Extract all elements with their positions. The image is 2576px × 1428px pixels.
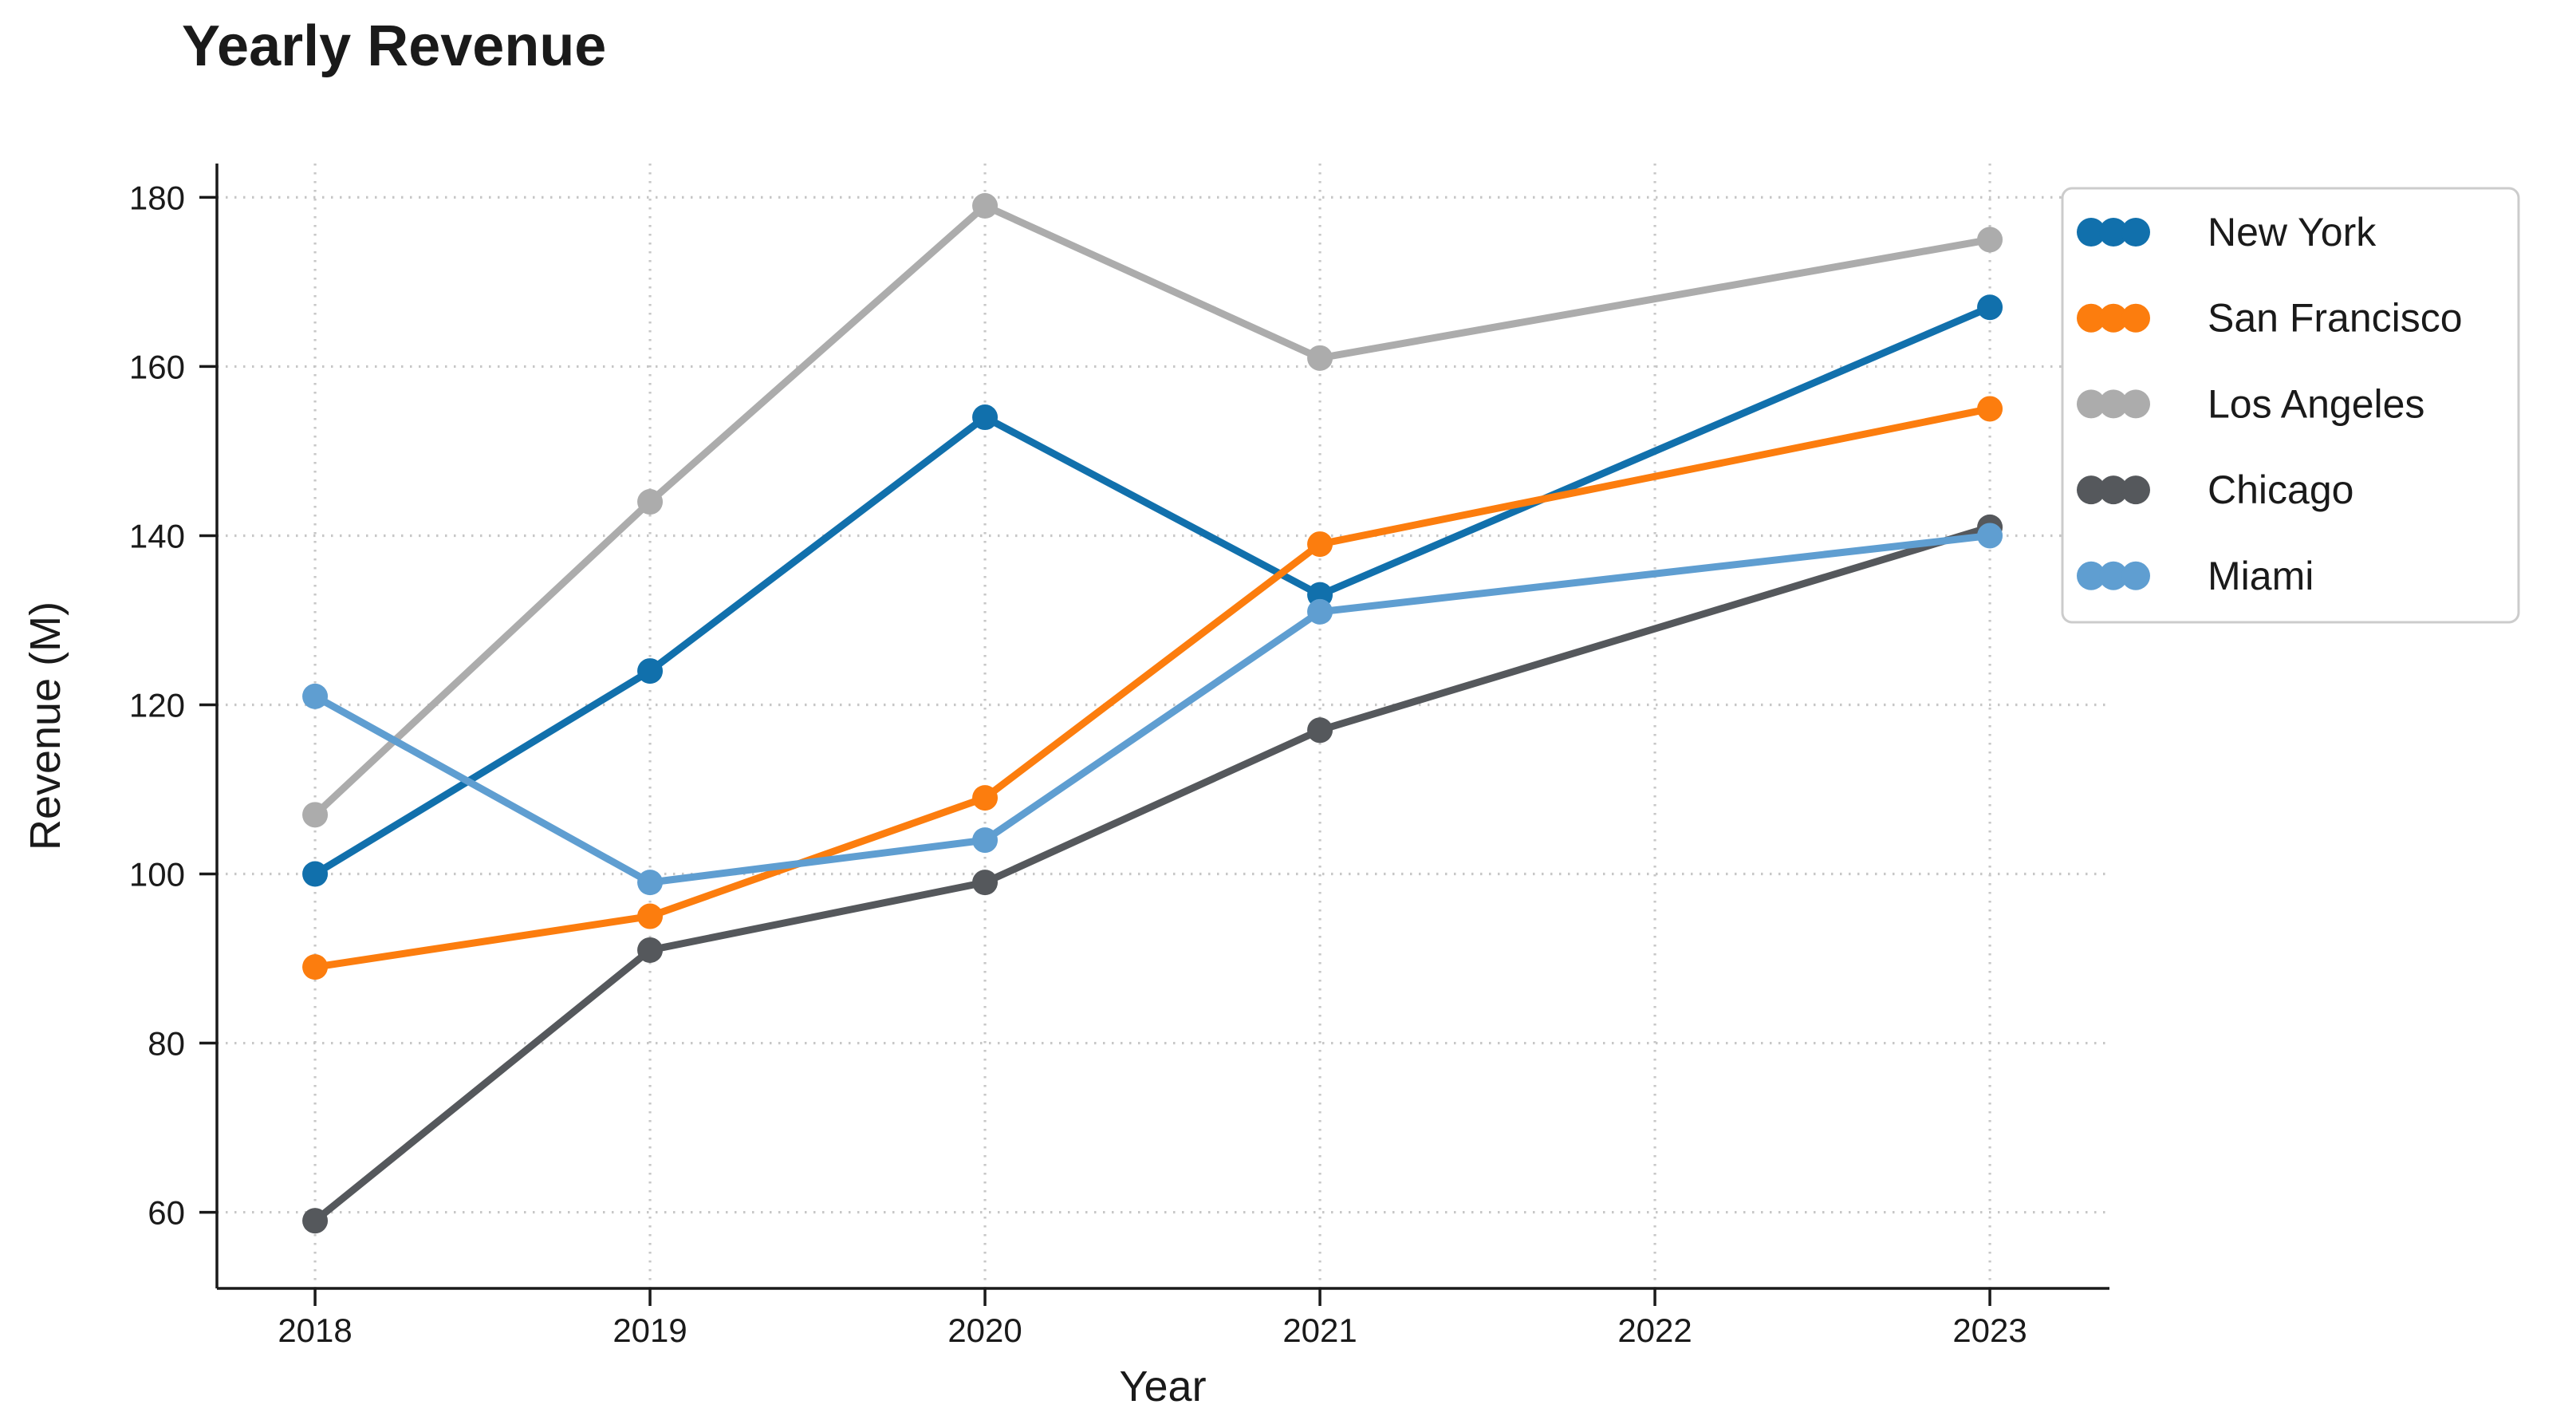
x-tick-label: 2023	[1952, 1312, 2027, 1349]
y-tick-label: 160	[129, 348, 185, 385]
y-axis-label: Revenue (M)	[22, 602, 69, 850]
x-tick-label: 2021	[1282, 1312, 1357, 1349]
data-point-new-york-2020	[972, 404, 998, 431]
data-point-miami-2021	[1307, 598, 1333, 625]
legend-marker-dot	[2077, 475, 2105, 505]
legend-marker	[2077, 389, 2150, 419]
legend-item-chicago: Chicago	[2077, 467, 2353, 512]
data-point-los-angeles-2019	[637, 489, 664, 515]
legend-label: Chicago	[2208, 467, 2353, 512]
legend-box	[2061, 187, 2520, 624]
chart-title: Yearly Revenue	[182, 14, 606, 78]
y-tick-label: 120	[129, 686, 185, 724]
legend-item-new-york: New York	[2077, 210, 2377, 254]
series-layer	[302, 193, 2003, 1234]
data-point-new-york-2018	[302, 861, 329, 887]
gridlines	[217, 164, 2109, 1288]
data-point-san-francisco-2019	[637, 903, 664, 929]
legend-marker-dot	[2121, 475, 2150, 505]
data-point-chicago-2019	[637, 937, 664, 963]
data-point-chicago-2018	[302, 1208, 329, 1234]
x-tick-label: 2020	[947, 1312, 1022, 1349]
legend-item-san-francisco: San Francisco	[2077, 296, 2463, 341]
data-point-miami-2020	[972, 827, 998, 854]
legend-marker	[2077, 218, 2150, 247]
series-san-francisco	[302, 396, 2003, 980]
legend-label: New York	[2208, 210, 2377, 254]
series-miami	[302, 523, 2003, 896]
x-tick-label: 2018	[278, 1312, 352, 1349]
data-point-san-francisco-2020	[972, 785, 998, 811]
legend-item-miami: Miami	[2077, 554, 2314, 598]
data-point-chicago-2021	[1307, 717, 1333, 744]
data-point-los-angeles-2021	[1307, 345, 1333, 371]
legend-marker-dot	[2077, 303, 2105, 333]
legend-marker-dot	[2099, 561, 2128, 590]
y-tick-label: 60	[148, 1194, 185, 1232]
data-point-los-angeles-2020	[972, 193, 998, 219]
series-line-new-york	[311, 303, 1994, 878]
y-tick-label: 140	[129, 517, 185, 554]
series-chicago	[302, 514, 2003, 1234]
legend-marker-dot	[2077, 218, 2105, 247]
legend-marker-dot	[2099, 475, 2128, 505]
data-point-san-francisco-2023	[1977, 396, 2003, 422]
axes: 2018 2019 2020 2021 2022 2023 60 80 100 120 140 160…	[129, 164, 2109, 1349]
legend-label: San Francisco	[2208, 296, 2463, 341]
data-point-miami-2023	[1977, 523, 2003, 549]
legend-marker	[2077, 561, 2150, 590]
x-tick-label: 2022	[1617, 1312, 1692, 1349]
data-point-los-angeles-2023	[1977, 227, 2003, 253]
series-line-san-francisco	[311, 404, 1994, 971]
series-line-chicago	[311, 523, 1994, 1225]
data-point-miami-2019	[637, 870, 664, 896]
legend-marker-dot	[2121, 561, 2150, 590]
legend-marker-dot	[2077, 561, 2105, 590]
series-los-angeles	[302, 193, 2003, 828]
data-point-san-francisco-2018	[302, 954, 329, 980]
legend-marker-dot	[2077, 389, 2105, 419]
data-point-los-angeles-2018	[302, 802, 329, 828]
data-point-new-york-2019	[637, 658, 664, 684]
x-tick-label: 2019	[612, 1312, 687, 1349]
y-tick-label: 180	[129, 179, 185, 216]
y-tick-label: 100	[129, 856, 185, 893]
data-point-new-york-2023	[1977, 294, 2003, 321]
legend-marker-dot	[2099, 218, 2128, 247]
data-point-miami-2018	[302, 683, 329, 709]
data-point-san-francisco-2021	[1307, 531, 1333, 558]
legend-marker-dot	[2121, 389, 2150, 419]
legend-item-los-angeles: Los Angeles	[2077, 381, 2424, 426]
legend-label: Miami	[2208, 554, 2314, 598]
series-line-miami	[311, 531, 1994, 886]
legend-label: Los Angeles	[2208, 381, 2424, 426]
legend-marker	[2077, 303, 2150, 333]
legend-marker-dot	[2121, 218, 2150, 247]
legend-marker-dot	[2121, 303, 2150, 333]
legend: New York San Francisco Los Angeles Chicago M…	[2061, 187, 2520, 624]
legend-marker-dot	[2099, 303, 2128, 333]
y-tick-label: 80	[148, 1025, 185, 1063]
data-point-chicago-2020	[972, 870, 998, 896]
x-axis-label: Year	[1119, 1363, 1206, 1410]
legend-marker	[2077, 475, 2150, 505]
legend-marker-dot	[2099, 389, 2128, 419]
